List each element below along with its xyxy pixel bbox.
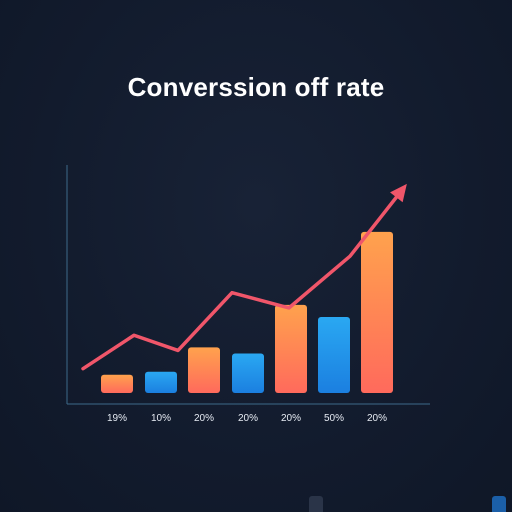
decorative-bar-ghost — [492, 496, 506, 512]
x-tick-label-6: 50% — [324, 413, 344, 424]
tick-labels-group: 19% 10% 20% 20% 20% 50% 20% — [107, 413, 387, 424]
bar-7 — [361, 231, 393, 393]
bar-4 — [232, 353, 264, 393]
bars-group — [101, 231, 393, 393]
x-tick-label-3: 20% — [194, 413, 214, 424]
bar-2 — [145, 371, 177, 393]
bar-1 — [101, 374, 133, 393]
bar-3 — [188, 347, 220, 393]
trend-line — [81, 192, 401, 371]
decorative-bar-ghost — [309, 496, 323, 512]
bar-5 — [275, 304, 307, 393]
x-tick-label-7: 20% — [367, 413, 387, 424]
trend-arrowhead — [390, 183, 407, 203]
chart-title: Converssion off rate — [127, 72, 385, 102]
x-tick-label-5: 20% — [281, 413, 301, 424]
x-tick-label-4: 20% — [238, 413, 258, 424]
trend-group — [81, 183, 407, 371]
bar-6 — [318, 317, 350, 393]
x-tick-label-2: 10% — [151, 413, 171, 424]
x-tick-label-1: 19% — [107, 413, 127, 424]
